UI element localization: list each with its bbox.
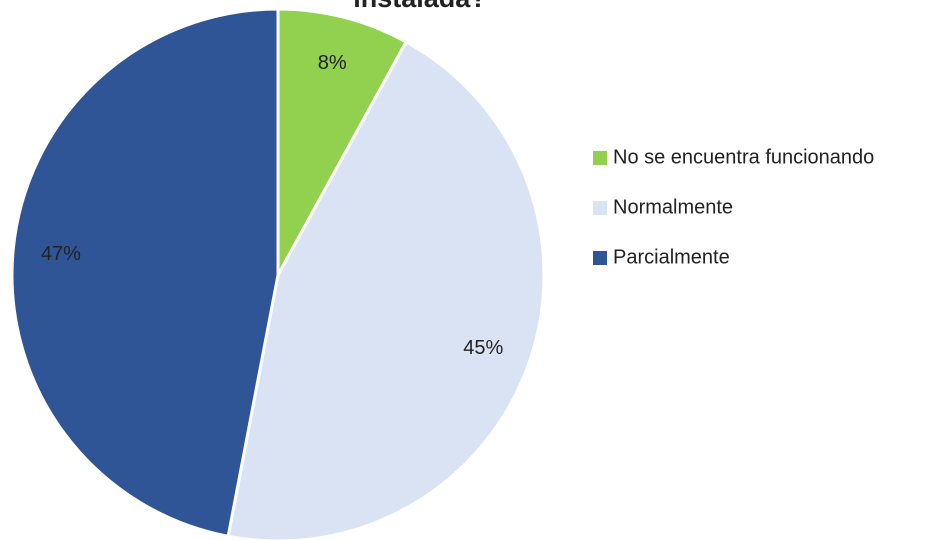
pie-slice <box>226 39 546 540</box>
legend-swatch <box>593 151 607 165</box>
legend-label: Parcialmente <box>613 246 730 268</box>
data-label: 8% <box>318 52 347 74</box>
chart-title: instalada? <box>353 0 487 13</box>
data-label: 47% <box>41 243 81 265</box>
pie-slice <box>10 7 280 539</box>
legend-label: Normalmente <box>613 196 733 218</box>
legend-swatch <box>593 251 607 265</box>
pie-slice <box>276 7 409 276</box>
data-label: 45% <box>463 337 503 359</box>
legend-swatch <box>593 201 607 215</box>
legend-label: No se encuentra funcionando <box>613 146 874 168</box>
